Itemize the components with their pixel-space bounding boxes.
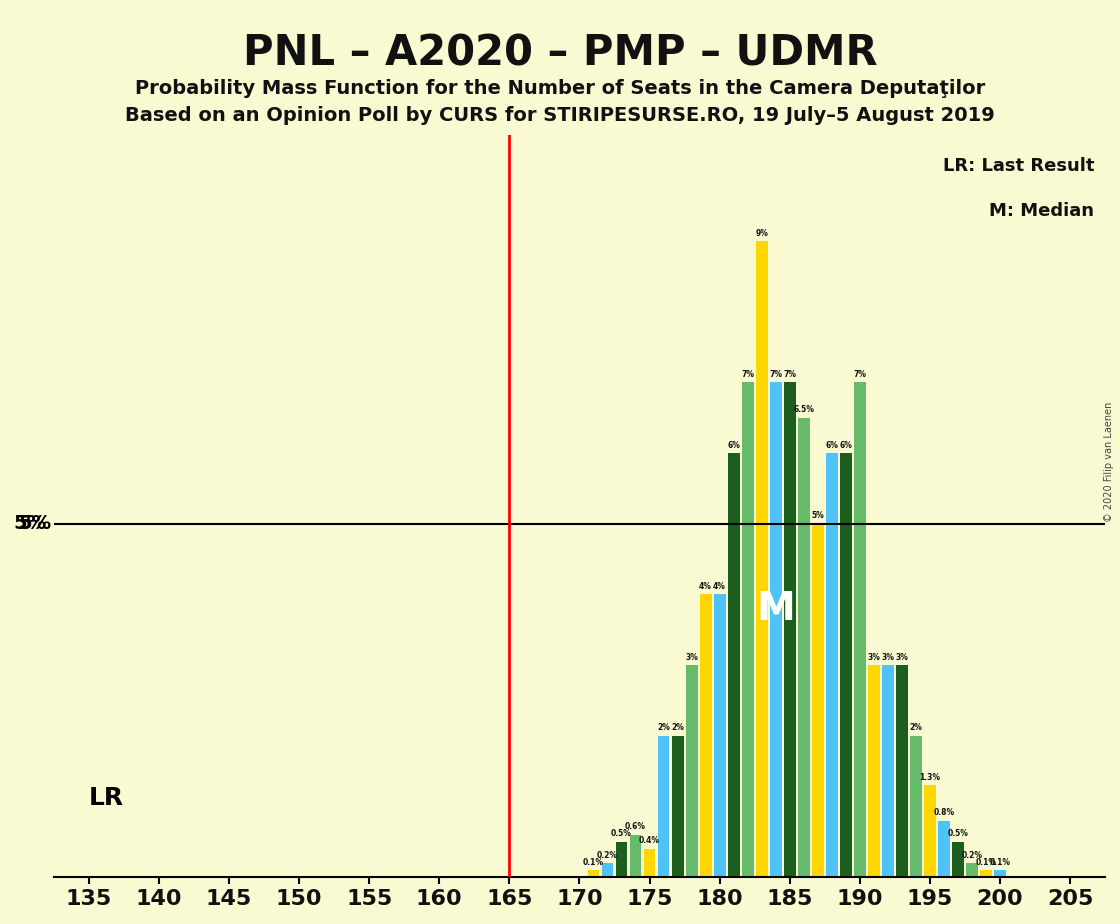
Bar xyxy=(644,849,655,877)
Bar xyxy=(601,863,614,877)
Bar xyxy=(924,785,936,877)
Bar xyxy=(756,241,767,877)
Text: LR: LR xyxy=(88,786,124,810)
Bar xyxy=(728,453,739,877)
Text: 5%: 5% xyxy=(13,515,47,533)
Bar xyxy=(784,383,795,877)
Text: 0.1%: 0.1% xyxy=(584,857,604,867)
Bar xyxy=(937,821,950,877)
Text: 0.8%: 0.8% xyxy=(933,808,954,817)
Text: 5%: 5% xyxy=(811,511,824,520)
Text: 3%: 3% xyxy=(881,652,894,662)
Bar xyxy=(952,842,964,877)
Text: 0.1%: 0.1% xyxy=(989,857,1010,867)
Bar xyxy=(812,524,823,877)
Bar xyxy=(700,594,711,877)
Text: LR: Last Result: LR: Last Result xyxy=(943,157,1094,176)
Bar xyxy=(909,736,922,877)
Bar xyxy=(896,665,907,877)
Text: 0.2%: 0.2% xyxy=(961,850,982,859)
Text: 4%: 4% xyxy=(713,582,726,591)
Bar xyxy=(685,665,698,877)
Bar xyxy=(993,870,1006,877)
Text: 7%: 7% xyxy=(741,370,754,379)
Text: 2%: 2% xyxy=(909,723,922,733)
Text: 0.1%: 0.1% xyxy=(976,857,997,867)
Text: 3%: 3% xyxy=(895,652,908,662)
Bar xyxy=(588,870,599,877)
Bar xyxy=(713,594,726,877)
Bar xyxy=(672,736,683,877)
Text: 7%: 7% xyxy=(783,370,796,379)
Bar xyxy=(741,383,754,877)
Bar xyxy=(657,736,670,877)
Text: 9%: 9% xyxy=(755,228,768,237)
Text: PNL – A2020 – PMP – UDMR: PNL – A2020 – PMP – UDMR xyxy=(243,32,877,74)
Bar xyxy=(769,383,782,877)
Bar xyxy=(840,453,851,877)
Text: 1.3%: 1.3% xyxy=(920,772,941,782)
Bar xyxy=(980,870,992,877)
Text: M: Median: M: Median xyxy=(989,202,1094,220)
Bar xyxy=(965,863,978,877)
Text: 4%: 4% xyxy=(699,582,712,591)
Text: 6%: 6% xyxy=(839,441,852,450)
Text: 3%: 3% xyxy=(867,652,880,662)
Text: 3%: 3% xyxy=(685,652,698,662)
Bar xyxy=(881,665,894,877)
Bar xyxy=(853,383,866,877)
Text: © 2020 Filip van Laenen: © 2020 Filip van Laenen xyxy=(1104,402,1114,522)
Bar xyxy=(825,453,838,877)
Text: 0.5%: 0.5% xyxy=(948,830,969,838)
Text: 6%: 6% xyxy=(825,441,838,450)
Text: 5%: 5% xyxy=(18,515,52,533)
Bar xyxy=(616,842,627,877)
Text: 0.6%: 0.6% xyxy=(625,822,646,832)
Text: 7%: 7% xyxy=(853,370,866,379)
Text: 2%: 2% xyxy=(671,723,684,733)
Bar xyxy=(797,418,810,877)
Text: Probability Mass Function for the Number of Seats in the Camera Deputaţilor: Probability Mass Function for the Number… xyxy=(134,79,986,98)
Bar xyxy=(629,834,642,877)
Text: Based on an Opinion Poll by CURS for STIRIPESURSE.RO, 19 July–5 August 2019: Based on an Opinion Poll by CURS for STI… xyxy=(125,106,995,126)
Text: 2%: 2% xyxy=(657,723,670,733)
Bar xyxy=(868,665,879,877)
Text: 6%: 6% xyxy=(727,441,740,450)
Text: 7%: 7% xyxy=(769,370,782,379)
Text: 0.5%: 0.5% xyxy=(612,830,632,838)
Text: M: M xyxy=(756,590,795,627)
Text: 6.5%: 6.5% xyxy=(793,406,814,414)
Text: 0.4%: 0.4% xyxy=(640,836,660,845)
Text: 0.2%: 0.2% xyxy=(597,850,618,859)
